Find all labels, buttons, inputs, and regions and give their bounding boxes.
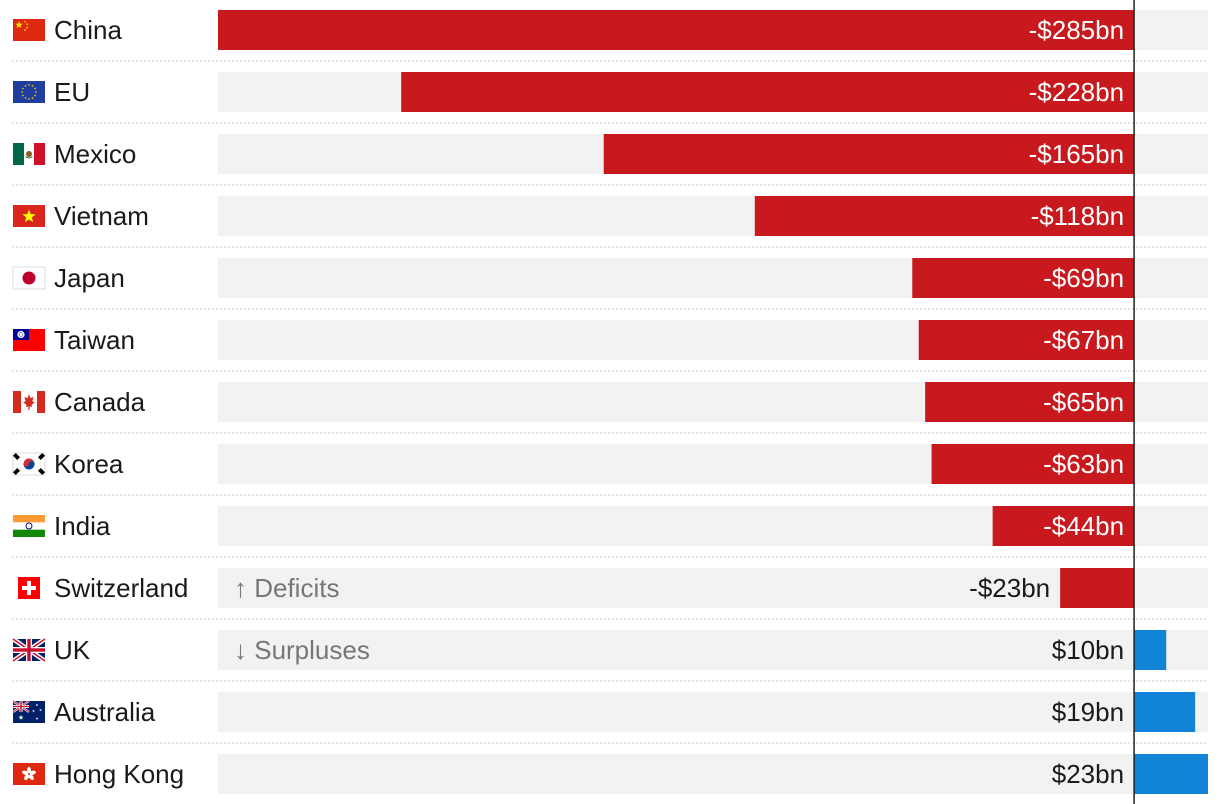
bar-track xyxy=(218,630,1208,670)
mexico-flag-icon xyxy=(13,143,45,165)
vietnam-flag-icon xyxy=(13,205,45,227)
surplus-bar xyxy=(1134,692,1196,732)
value-label: $19bn xyxy=(1052,697,1124,727)
annotation-label: ↓ Surpluses xyxy=(234,635,370,665)
bar-track xyxy=(218,754,1208,794)
japan-flag-icon xyxy=(12,266,46,290)
value-label: -$65bn xyxy=(1043,387,1124,417)
category-label: India xyxy=(54,511,111,541)
category-label: Hong Kong xyxy=(54,759,184,789)
deficit-bar xyxy=(1060,568,1135,608)
surplus-bar xyxy=(1134,630,1167,670)
annotation-label: ↑ Deficits xyxy=(234,573,339,603)
category-label: Japan xyxy=(54,263,125,293)
deficit-bar xyxy=(918,320,1135,360)
category-label: EU xyxy=(54,77,90,107)
deficit-bar xyxy=(912,258,1135,298)
category-label: Mexico xyxy=(54,139,136,169)
china-flag-icon xyxy=(13,19,45,41)
category-label: Canada xyxy=(54,387,146,417)
deficit-bar xyxy=(754,196,1135,236)
australia-flag-icon xyxy=(12,700,45,723)
value-label: -$118bn xyxy=(1031,201,1125,231)
taiwan-flag-icon xyxy=(13,329,45,351)
bar-track xyxy=(218,692,1208,732)
deficit-bar xyxy=(925,382,1135,422)
category-label: UK xyxy=(54,635,91,665)
deficit-bar xyxy=(931,444,1135,484)
value-label: $10bn xyxy=(1052,635,1124,665)
deficit-bar xyxy=(218,10,1135,50)
eu-flag-icon xyxy=(13,81,45,103)
india-flag-icon xyxy=(13,515,45,537)
value-label: -$69bn xyxy=(1043,263,1124,293)
value-label: -$63bn xyxy=(1043,449,1124,479)
value-label: -$165bn xyxy=(1029,139,1124,169)
deficit-bar xyxy=(401,72,1135,112)
category-label: Korea xyxy=(54,449,124,479)
category-label: China xyxy=(54,15,122,45)
surplus-bar xyxy=(1134,754,1208,794)
canada-flag-icon xyxy=(13,391,45,413)
uk-flag-icon xyxy=(11,637,47,663)
deficit-bar xyxy=(992,506,1135,546)
switzerland-flag-icon xyxy=(18,577,40,599)
category-label: Taiwan xyxy=(54,325,135,355)
value-label: -$23bn xyxy=(969,573,1050,603)
category-label: Switzerland xyxy=(54,573,188,603)
category-label: Australia xyxy=(54,697,156,727)
value-label: -$67bn xyxy=(1043,325,1124,355)
value-label: -$285bn xyxy=(1029,15,1124,45)
korea-flag-icon xyxy=(12,452,46,476)
value-label: -$228bn xyxy=(1029,77,1124,107)
deficit-bar xyxy=(603,134,1135,174)
category-label: Vietnam xyxy=(54,201,149,231)
bar-track xyxy=(218,568,1208,608)
value-label: $23bn xyxy=(1052,759,1124,789)
value-label: -$44bn xyxy=(1043,511,1124,541)
hong-kong-flag-icon xyxy=(13,763,45,785)
